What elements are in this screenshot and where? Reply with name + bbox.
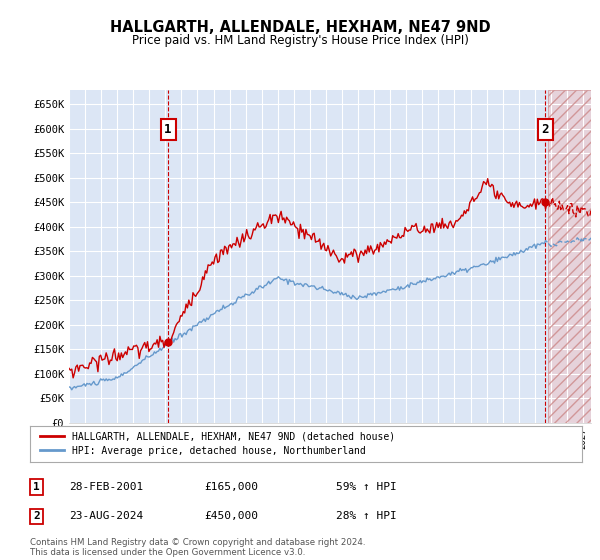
Text: 1: 1	[33, 482, 40, 492]
Bar	[548, 90, 591, 423]
Text: 59% ↑ HPI: 59% ↑ HPI	[336, 482, 397, 492]
Text: 2: 2	[33, 511, 40, 521]
Text: HALLGARTH, ALLENDALE, HEXHAM, NE47 9ND: HALLGARTH, ALLENDALE, HEXHAM, NE47 9ND	[110, 20, 490, 35]
Legend: HALLGARTH, ALLENDALE, HEXHAM, NE47 9ND (detached house), HPI: Average price, det: HALLGARTH, ALLENDALE, HEXHAM, NE47 9ND (…	[35, 427, 400, 461]
Text: £450,000: £450,000	[204, 511, 258, 521]
Text: £165,000: £165,000	[204, 482, 258, 492]
Bar	[548, 90, 591, 423]
Text: 2: 2	[541, 123, 549, 136]
Text: Contains HM Land Registry data © Crown copyright and database right 2024.
This d: Contains HM Land Registry data © Crown c…	[30, 538, 365, 557]
Text: 28% ↑ HPI: 28% ↑ HPI	[336, 511, 397, 521]
Text: Price paid vs. HM Land Registry's House Price Index (HPI): Price paid vs. HM Land Registry's House …	[131, 34, 469, 46]
Text: 1: 1	[164, 123, 172, 136]
Text: 23-AUG-2024: 23-AUG-2024	[69, 511, 143, 521]
Text: 28-FEB-2001: 28-FEB-2001	[69, 482, 143, 492]
